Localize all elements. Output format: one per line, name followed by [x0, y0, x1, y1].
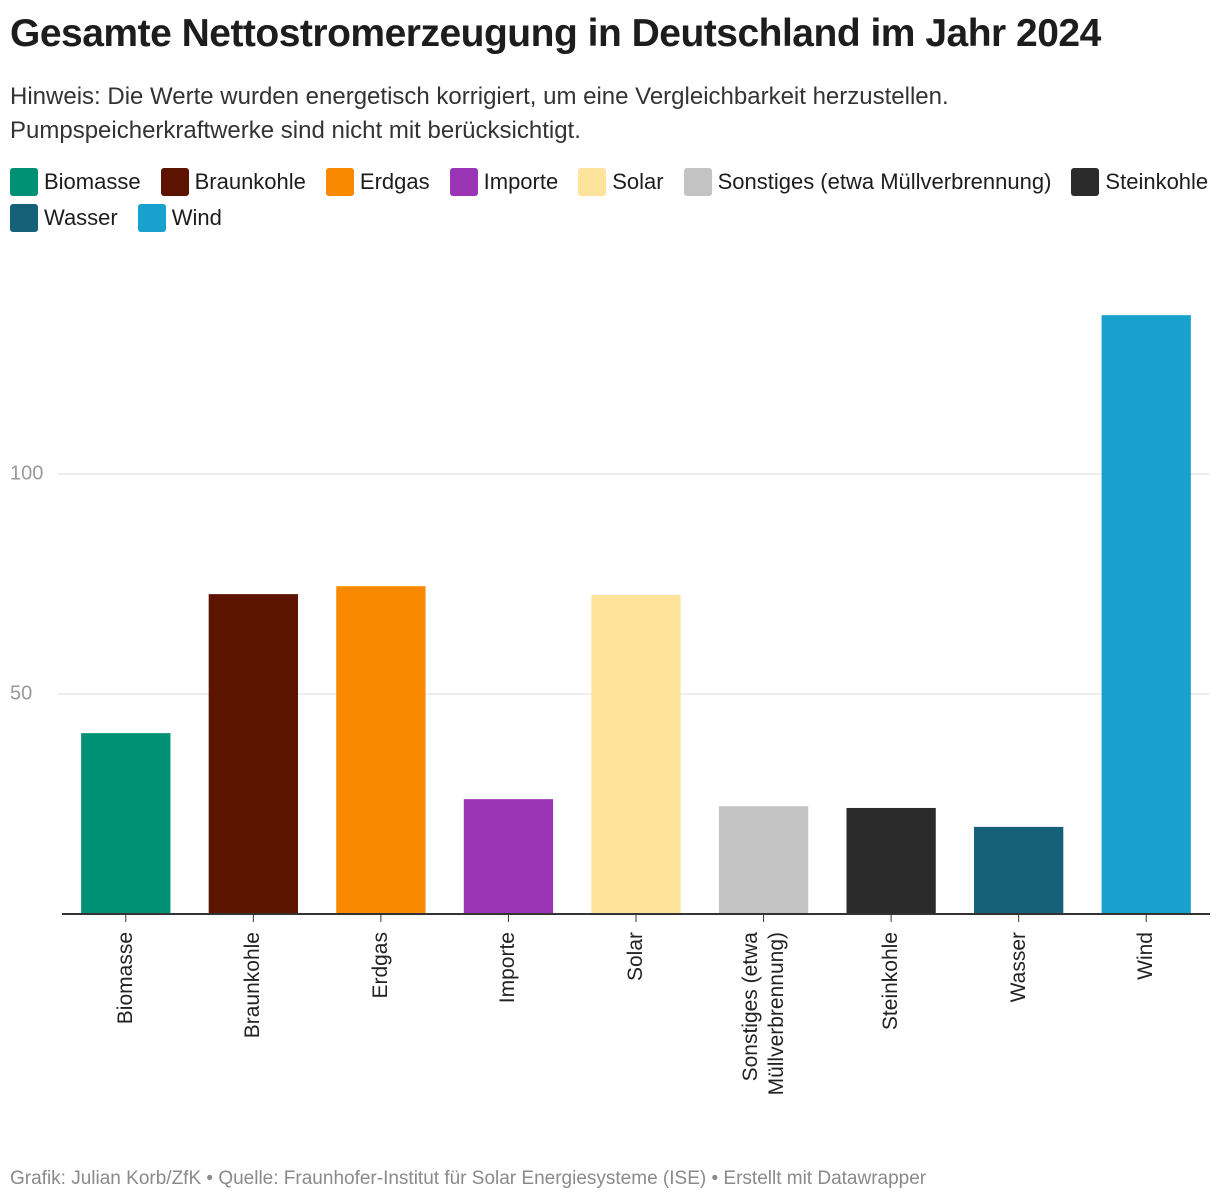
legend-label: Wasser [44, 205, 118, 230]
legend-swatch [160, 168, 189, 196]
x-tick-label: Importe [496, 932, 520, 1004]
legend-swatch [578, 168, 607, 196]
chart-subtitle: Hinweis: Die Werte wurden energetisch ko… [10, 83, 949, 144]
legend-swatch [1071, 168, 1100, 196]
bar [846, 807, 936, 914]
legend-item: Erdgas [325, 168, 430, 196]
legend-item: Biomasse [10, 168, 141, 196]
bar [208, 594, 298, 914]
legend-label: Solar [612, 169, 664, 194]
legend-label: Sonstiges (etwa Müllverbrennung) [717, 169, 1052, 194]
legend: Biomasse Braunkohle Erdgas Importe Solar Sons… [10, 168, 1210, 232]
bar [1101, 315, 1191, 914]
legend-swatch [10, 204, 38, 232]
y-tick-label: 100 [10, 462, 43, 484]
x-tick-label: Solar [624, 932, 647, 982]
legend-label: Erdgas [359, 169, 430, 194]
x-tick-label: Sonstiges (etwa Müllverbrennung) [738, 932, 788, 1096]
legend-item: Braunkohle [160, 168, 306, 196]
x-tick-label: Braunkohle [241, 932, 265, 1039]
x-tick-label: Wind [1134, 932, 1158, 980]
source-note: Grafik: Julian Korb/ZfK • Quelle: Fraunh… [10, 1168, 927, 1189]
bar [463, 799, 554, 914]
chart-title: Gesamte Nettostromerzeugung in Deutschla… [10, 12, 1101, 55]
bar [974, 826, 1064, 914]
legend-item: Solar [578, 168, 664, 196]
legend-label: Importe [483, 169, 559, 194]
legend-label: Braunkohle [194, 169, 306, 194]
legend-label: Biomasse [44, 169, 141, 194]
legend-item: Wind [137, 204, 222, 232]
x-tick-label: Erdgas [368, 932, 392, 999]
legend-swatch [449, 168, 478, 196]
x-tick-label: Steinkohle [879, 932, 903, 1031]
legend-item: Importe [449, 168, 559, 196]
legend-item: Wasser [10, 204, 118, 232]
bar [81, 733, 171, 914]
bar [336, 586, 426, 914]
y-tick-label: 50 [10, 682, 32, 704]
legend-label: Wind [171, 205, 222, 230]
x-tick-label: Biomasse [113, 932, 137, 1025]
x-tick-label: Wasser [1006, 932, 1030, 1003]
bar [718, 806, 809, 914]
legend-swatch [10, 168, 38, 196]
bar [591, 595, 681, 914]
legend-swatch [325, 168, 354, 196]
legend-item: Steinkohle [1071, 168, 1208, 196]
legend-label: Steinkohle [1105, 169, 1209, 194]
legend-item: Sonstiges (etwa Müllverbrennung) [683, 168, 1052, 196]
legend-swatch [683, 168, 712, 196]
legend-swatch [137, 204, 166, 232]
